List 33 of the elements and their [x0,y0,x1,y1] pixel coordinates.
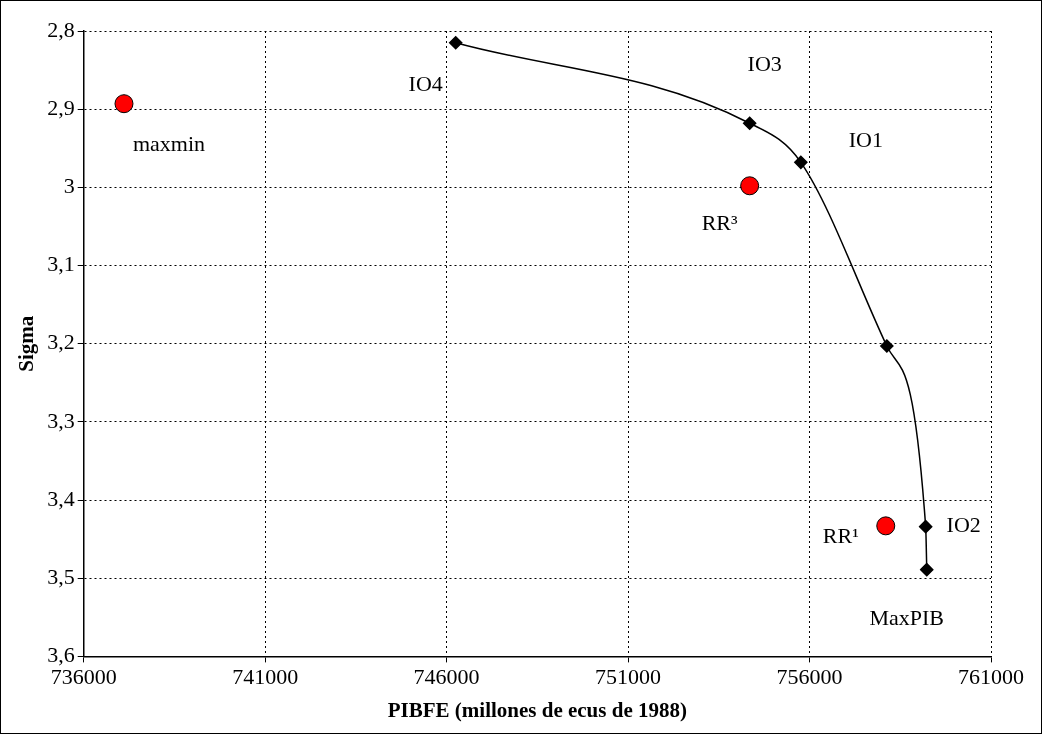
x-axis-title: PIBFE (millones de ecus de 1988) [387,697,687,722]
x-tick-label: 741000 [232,664,299,690]
annotation: maxmin [132,131,206,157]
annotation: MaxPIB [869,605,945,631]
y-tick-label: 3,2 [47,329,75,355]
annotation: RR³ [701,209,739,235]
y-tick-label: 2,9 [47,94,75,120]
point [880,339,894,353]
x-tick-label: 761000 [958,664,1024,690]
y-tick-label: 2,8 [47,16,75,42]
point [920,562,934,577]
y-axis-title: Sigma [14,315,39,372]
point [794,155,808,170]
annotation: IO3 [747,51,782,77]
annotation: IO1 [848,127,883,153]
y-tick-label: 3 [63,173,75,199]
annotation: IO4 [408,70,443,96]
y-tick-label: 3,3 [47,407,75,433]
x-tick-label: 746000 [413,664,480,690]
x-tick-label: 751000 [595,664,662,690]
y-tick-label: 3,5 [47,564,75,590]
y-tick-label: 3,1 [47,251,75,277]
point [742,116,757,130]
point [876,516,896,536]
point [114,94,134,114]
y-tick-label: 3,6 [47,642,75,668]
point [918,519,933,534]
y-tick-label: 3,4 [47,485,75,511]
annotation: RR¹ [822,522,859,548]
annotation: IO2 [946,512,981,538]
x-tick-label: 756000 [776,664,843,690]
point [448,35,463,50]
point [740,176,760,196]
